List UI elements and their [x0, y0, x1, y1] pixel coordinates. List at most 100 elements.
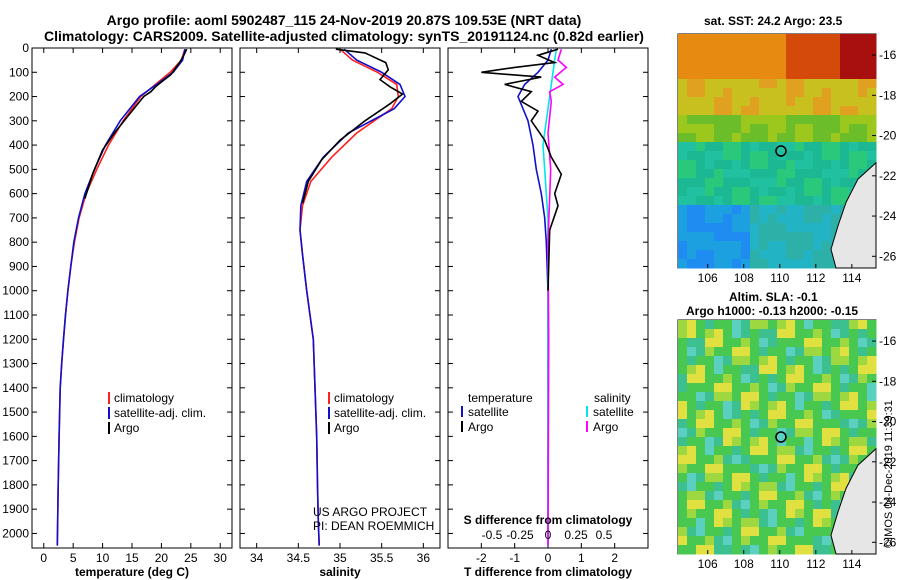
sla-lat-tick-label: -18: [879, 374, 897, 388]
sla-map-cell: [741, 374, 751, 384]
sst-map-cell: [822, 133, 832, 143]
sst-map-cell: [750, 88, 760, 98]
sla-map-cell: [723, 518, 733, 528]
sst-map-cell: [867, 61, 877, 71]
sst-map-cell: [723, 70, 733, 80]
sla-map-cell: [867, 428, 877, 438]
sst-map-cell: [732, 187, 742, 197]
sla-map-cell: [732, 401, 742, 411]
sla-map-cell: [840, 365, 850, 375]
sst-map-cell: [723, 124, 733, 134]
sst-map-cell: [813, 88, 823, 98]
sst-map-cell: [849, 115, 859, 125]
sla-map-cell: [840, 374, 850, 384]
sst-map-cell: [687, 61, 697, 71]
sla-map-cell: [705, 365, 715, 375]
sla-map-cell: [732, 536, 742, 546]
sla-map-cell: [759, 365, 769, 375]
sla-map-cell: [750, 320, 760, 330]
sla-map-cell: [678, 392, 688, 402]
sla-map-cell: [687, 329, 697, 339]
sla-map-cell: [840, 347, 850, 357]
sla-map-cell: [777, 509, 787, 519]
sla-map-cell: [750, 536, 760, 546]
s-diff-tick-label: -0.5: [482, 528, 503, 542]
sla-map-cell: [678, 437, 688, 447]
sst-map-cell: [741, 178, 751, 188]
sla-map-cell: [804, 338, 814, 348]
sst-map-cell: [804, 61, 814, 71]
x-tick-label-temperature: 30: [214, 551, 228, 565]
legend-label-salinity: satellite-adj. clim.: [334, 406, 426, 420]
sst-map-cell: [804, 196, 814, 206]
x-tick-label-difference: 0: [545, 551, 552, 565]
sst-map-cell: [804, 142, 814, 152]
sla-map-cell: [840, 410, 850, 420]
sst-map-cell: [813, 70, 823, 80]
sst-map-cell: [831, 169, 841, 179]
series-line-argo: [301, 48, 404, 204]
series-line-argo: [84, 48, 188, 199]
sla-map-cell: [714, 338, 724, 348]
sst-map-cell: [759, 88, 769, 98]
sst-map-cell: [831, 43, 841, 53]
sla-map-cell: [750, 482, 760, 492]
sst-map-cell: [768, 169, 778, 179]
sst-map-cell: [813, 187, 823, 197]
sla-map-cell: [813, 464, 823, 474]
sla-map-cell: [813, 437, 823, 447]
sla-map-cell: [777, 536, 787, 546]
sla-map-cell: [696, 356, 706, 366]
sst-map-cell: [759, 70, 769, 80]
series-line-satellite-adj--clim-: [56, 49, 186, 546]
sla-map-cell: [759, 527, 769, 537]
sst-map-cell: [777, 169, 787, 179]
sst-map-cell: [804, 178, 814, 188]
sst-map-cell: [723, 97, 733, 107]
sst-map-cell: [732, 259, 742, 269]
sst-map-cell: [813, 259, 823, 269]
sst-map-cell: [714, 259, 724, 269]
sst-map-cell: [768, 160, 778, 170]
sla-map-cell: [777, 455, 787, 465]
sst-map-cell: [678, 61, 688, 71]
sst-map-cell: [732, 232, 742, 242]
sla-map-cell: [732, 419, 742, 429]
sla-map-cell: [804, 401, 814, 411]
series-line-t-argo: [481, 48, 563, 291]
sst-map-cell: [687, 52, 697, 62]
sst-map-cell: [822, 232, 832, 242]
sst-map-cell: [750, 214, 760, 224]
sla-lat-tick-label: -22: [879, 455, 897, 469]
sla-map-cell: [741, 446, 751, 456]
imos-credit: ©IMOS 04-Dec-2019 11:39:31: [883, 400, 895, 548]
sla-map-cell: [687, 455, 697, 465]
sst-map-cell: [705, 79, 715, 89]
sla-map-cell: [831, 401, 841, 411]
sst-map-cell: [822, 61, 832, 71]
sla-map-cell: [831, 419, 841, 429]
legend-title-temperature: temperature: [468, 391, 533, 405]
axes-frame-salinity: [239, 47, 441, 549]
sst-map-cell: [696, 232, 706, 242]
sla-map-cell: [696, 383, 706, 393]
sla-map-cell: [759, 437, 769, 447]
sla-map-cell: [858, 374, 868, 384]
sst-map-cell: [732, 97, 742, 107]
sla-map-cell: [678, 464, 688, 474]
sst-map-cell: [777, 115, 787, 125]
sst-map-cell: [678, 79, 688, 89]
sla-map-cell: [759, 320, 769, 330]
y-tick-label: 1900: [2, 502, 29, 516]
sst-map-cell: [768, 196, 778, 206]
sla-map-cell: [723, 509, 733, 519]
sst-map-cell: [822, 97, 832, 107]
sst-map-cell: [741, 106, 751, 116]
sst-map-cell: [768, 88, 778, 98]
sla-map-cell: [732, 410, 742, 420]
sla-map-cell: [786, 329, 796, 339]
sst-map-cell: [687, 115, 697, 125]
sst-map-cell: [741, 232, 751, 242]
sla-map-cell: [687, 356, 697, 366]
sla-map-cell: [678, 320, 688, 330]
